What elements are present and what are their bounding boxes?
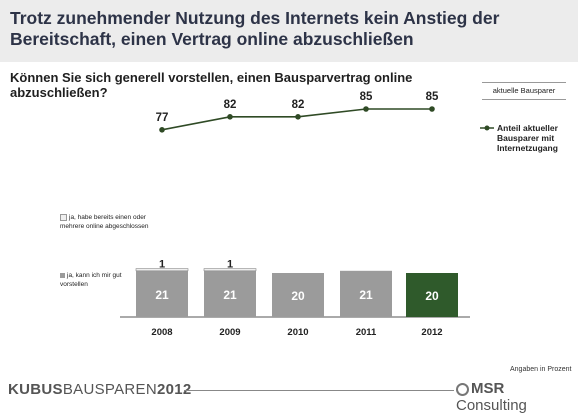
bar-could-imagine-label: 21 <box>223 288 237 302</box>
company-logo: MSR Consulting <box>456 380 578 414</box>
bar-could-imagine <box>272 273 324 317</box>
header-band <box>0 0 578 62</box>
page-title: Trotz zunehmender Nutzung des Internets … <box>10 8 500 49</box>
bar-could-imagine-label: 20 <box>291 289 305 303</box>
brand-part-1: KUBUS <box>8 381 63 398</box>
company-part-1: MSR <box>471 380 505 397</box>
internet-share-label: 85 <box>426 91 439 103</box>
bar-already-signed-label: 1 <box>159 259 165 271</box>
x-tick-label: 2010 <box>287 327 308 338</box>
legend-box: aktuelle Bausparer <box>482 82 566 100</box>
bar-could-imagine <box>340 270 392 317</box>
legend-could-imagine: ja, kann ich mir gut vorstellen <box>60 271 150 289</box>
x-tick-label: 2012 <box>421 327 442 338</box>
internet-share-label: 82 <box>224 99 237 111</box>
bar-already-signed <box>203 268 257 272</box>
bar-already-signed <box>135 268 189 272</box>
internet-share-point <box>227 114 233 120</box>
bar-could-imagine <box>204 270 256 317</box>
question-text: Können Sie sich generell vorstellen, ein… <box>10 70 413 100</box>
legend-could-label: ja, kann ich mir gut vorstellen <box>60 272 122 288</box>
legend-already-signed: ja, habe bereits einen oder mehrere onli… <box>60 213 160 231</box>
footer-divider <box>184 390 454 391</box>
bar-could-imagine <box>136 270 188 317</box>
internet-share-label: 77 <box>156 112 169 124</box>
internet-share-point <box>295 114 301 120</box>
legend-already-label: ja, habe bereits einen oder mehrere onli… <box>60 214 149 230</box>
bar-could-imagine <box>406 273 458 317</box>
line-legend-marker <box>480 125 494 131</box>
chart-canvas: 77 82 82 85 85 21 1 2008 21 1 2009 20 2010 21 2011 20 20… <box>120 91 470 338</box>
bar-already-signed-label: 1 <box>227 259 233 271</box>
x-tick-label: 2008 <box>151 327 172 338</box>
brand-part-3: 2012 <box>156 381 192 398</box>
x-tick-label: 2009 <box>219 327 240 338</box>
internet-share-point <box>429 106 435 112</box>
internet-share-point <box>159 127 165 133</box>
internet-share-label: 82 <box>292 99 305 111</box>
company-logo-mark <box>456 382 469 396</box>
bar-could-imagine-label: 20 <box>425 289 439 303</box>
internet-share-point <box>363 106 369 112</box>
bar-could-imagine-label: 21 <box>359 288 373 302</box>
x-tick-label: 2011 <box>356 327 377 338</box>
legend-swatch-could <box>60 272 65 278</box>
bar-could-imagine-label: 21 <box>155 288 169 302</box>
brand-logo: KUBUSBAUSPAREN2012 <box>8 381 192 398</box>
brand-part-2: BAUSPAREN <box>62 381 157 398</box>
internet-share-label: 85 <box>360 91 373 103</box>
footer-note: Angaben in Prozent <box>510 366 572 373</box>
line-legend-label: Anteil aktueller Bausparer mit Internetz… <box>497 123 558 153</box>
legend-swatch-already <box>60 213 67 221</box>
